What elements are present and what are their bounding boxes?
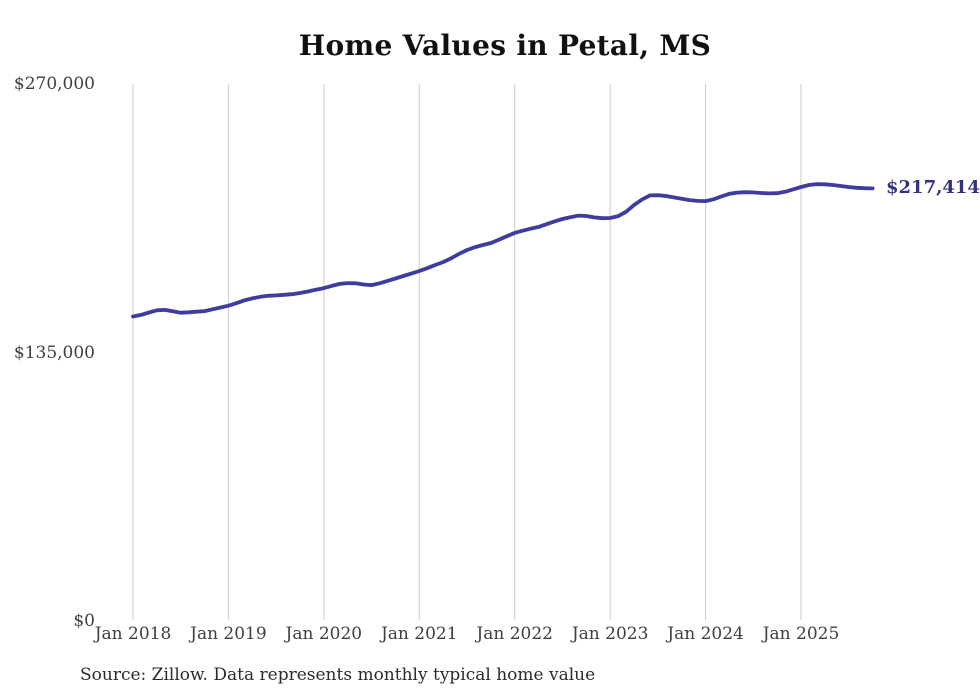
chart-title: Home Values in Petal, MS <box>298 29 712 62</box>
y-axis-tick-label-135000: $135,000 <box>13 343 95 363</box>
x-axis-tick-label: Jan 2025 <box>762 624 840 644</box>
y-axis-tick-label-0: $0 <box>73 611 95 631</box>
x-axis-tick-label: Jan 2020 <box>285 624 363 644</box>
x-axis-tick-label: Jan 2024 <box>667 624 744 644</box>
x-axis-tick-label: Jan 2021 <box>380 624 458 644</box>
x-axis-tick-label: Jan 2023 <box>571 624 649 644</box>
x-axis-tick-label: Jan 2022 <box>476 624 553 644</box>
x-axis-tick-label: Jan 2019 <box>190 624 267 644</box>
x-axis-tick-label: Jan 2018 <box>94 624 172 644</box>
source-note: Source: Zillow. Data represents monthly … <box>80 665 596 685</box>
current-value-label: $217,414 <box>886 177 980 199</box>
home-value-line <box>131 182 875 319</box>
y-axis-tick-label-270000: $270,000 <box>13 74 95 94</box>
